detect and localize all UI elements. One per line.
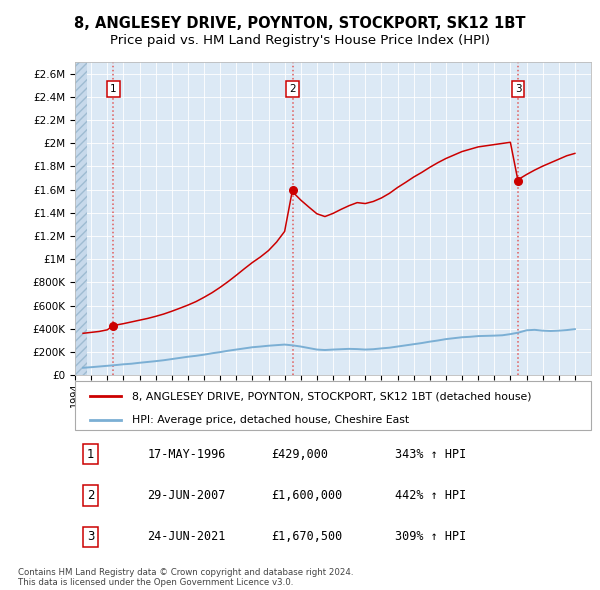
Text: Price paid vs. HM Land Registry's House Price Index (HPI): Price paid vs. HM Land Registry's House … (110, 34, 490, 47)
Text: 2: 2 (87, 489, 94, 502)
Text: Contains HM Land Registry data © Crown copyright and database right 2024.
This d: Contains HM Land Registry data © Crown c… (18, 568, 353, 587)
Text: 29-JUN-2007: 29-JUN-2007 (147, 489, 226, 502)
Text: £429,000: £429,000 (271, 448, 328, 461)
Text: 2: 2 (289, 84, 296, 94)
Text: HPI: Average price, detached house, Cheshire East: HPI: Average price, detached house, Ches… (132, 415, 409, 425)
Text: 3: 3 (87, 530, 94, 543)
Text: £1,600,000: £1,600,000 (271, 489, 343, 502)
Text: 8, ANGLESEY DRIVE, POYNTON, STOCKPORT, SK12 1BT: 8, ANGLESEY DRIVE, POYNTON, STOCKPORT, S… (74, 16, 526, 31)
Text: 442% ↑ HPI: 442% ↑ HPI (395, 489, 466, 502)
Text: 1: 1 (87, 448, 94, 461)
Bar (75, 62, 86, 375)
Text: 343% ↑ HPI: 343% ↑ HPI (395, 448, 466, 461)
FancyBboxPatch shape (75, 381, 591, 431)
Text: 17-MAY-1996: 17-MAY-1996 (147, 448, 226, 461)
Text: 8, ANGLESEY DRIVE, POYNTON, STOCKPORT, SK12 1BT (detached house): 8, ANGLESEY DRIVE, POYNTON, STOCKPORT, S… (132, 391, 531, 401)
Text: 24-JUN-2021: 24-JUN-2021 (147, 530, 226, 543)
Text: 3: 3 (515, 84, 521, 94)
Text: 1: 1 (110, 84, 116, 94)
Text: 309% ↑ HPI: 309% ↑ HPI (395, 530, 466, 543)
Text: £1,670,500: £1,670,500 (271, 530, 343, 543)
